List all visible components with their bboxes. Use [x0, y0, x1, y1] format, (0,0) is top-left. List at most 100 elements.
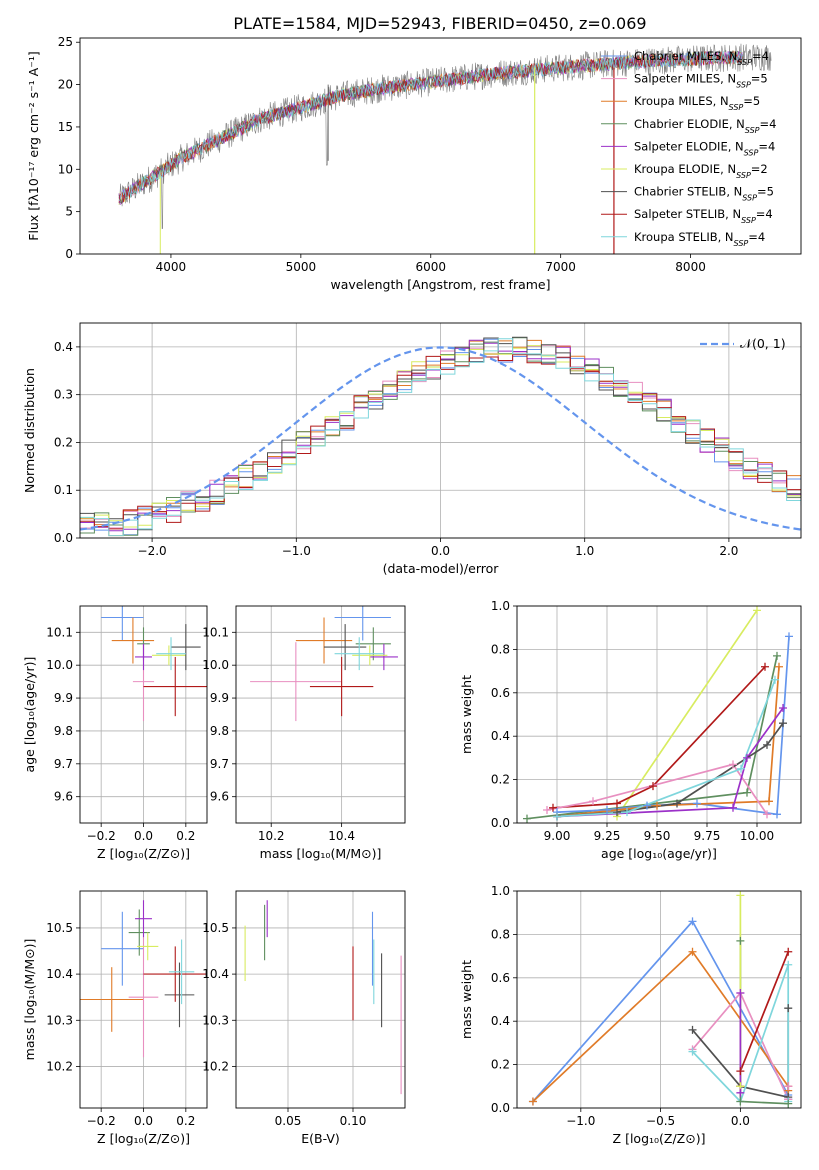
- series-marker-blue: [688, 917, 697, 926]
- series-marker-orange: [775, 662, 783, 671]
- series-marker-orange: [528, 1097, 537, 1106]
- histogram-pink: [80, 344, 801, 529]
- axes-frame: [79, 890, 208, 1109]
- y-tick-label: 0.0: [491, 816, 510, 830]
- series-marker-yellow: [736, 891, 745, 900]
- series-marker-cyan: [688, 1047, 697, 1056]
- panel-weight-vs-Z: −1.0 −0.5 0.0 0.0 0.2 0.4 0.6 0.8 1.0 Z [log₁₀(Z/…: [459, 884, 802, 1146]
- y-tick-label: 0.0: [54, 531, 73, 545]
- x-tick-label: 0.0: [134, 829, 153, 843]
- plot-area: [532, 895, 790, 1105]
- panel-spectrum: 4000 5000 6000 7000 8000 0 5 10 15 20 25 wavelength…: [26, 35, 802, 292]
- y-tick-label: 0.1: [54, 483, 73, 497]
- series-line-red: [739, 951, 789, 1087]
- series-marker-purple: [736, 988, 745, 997]
- y-tick-label: 0: [65, 247, 73, 261]
- series-marker-cyan: [771, 675, 779, 684]
- series-marker-dark: [673, 799, 681, 808]
- x-tick-label: 0.0: [431, 544, 450, 558]
- series-marker-red: [549, 803, 557, 812]
- x-tick-label: 0.10: [340, 1114, 367, 1128]
- series-line-pink: [546, 763, 768, 815]
- x-axis-label: Z [log₁₀(Z/Z⊙)]: [97, 846, 190, 861]
- legend-label: 𝒩(0, 1): [740, 336, 786, 351]
- series-marker-orange: [653, 801, 661, 810]
- series-marker-red: [649, 782, 657, 791]
- series-marker-pink: [784, 1082, 793, 1091]
- panel-weight-vs-age: 9.00 9.25 9.50 9.75 10.00 0.0 0.2 0.4 0.6 0.8 1.0 a…: [459, 599, 802, 861]
- y-tick-label: 9.9: [54, 691, 73, 705]
- y-axis-label: Flux [fλ10⁻¹⁷ erg cm⁻² s⁻¹ A⁻¹]: [26, 51, 41, 240]
- y-tick-label: 0.6: [491, 686, 510, 700]
- x-tick-label: 0.2: [176, 1114, 195, 1128]
- series-marker-orange: [765, 797, 773, 806]
- y-axis-label: age [log₁₀(age/yr)]: [22, 657, 37, 773]
- x-tick-label: 9.50: [644, 829, 671, 843]
- series-marker-blue: [643, 801, 651, 810]
- series-marker-pink: [729, 760, 737, 769]
- legend-label: Chabrier ELODIE, NSSP=4: [634, 117, 776, 135]
- series-marker-pink: [763, 810, 771, 819]
- x-tick-label: −0.2: [87, 1114, 116, 1128]
- x-tick-label: −0.2: [87, 829, 116, 843]
- x-axis-label: wavelength [Angstrom, rest frame]: [330, 277, 550, 292]
- series-marker-dark: [688, 1025, 697, 1034]
- legend-label: Chabrier MILES, NSSP=4: [634, 49, 769, 67]
- y-tick-label: 0.2: [491, 1058, 510, 1072]
- y-tick-label: 0.8: [491, 927, 510, 941]
- series-marker-cyan: [553, 812, 561, 821]
- series-marker-orange: [688, 947, 697, 956]
- legend-label: Salpeter STELIB, NSSP=4: [634, 207, 773, 225]
- legend-label: Chabrier STELIB, NSSP=5: [634, 185, 774, 203]
- x-tick-label: 2.0: [719, 544, 738, 558]
- plot-area: [80, 900, 207, 1058]
- y-tick-label: 10.0: [202, 658, 229, 672]
- x-tick-label: 0.0: [134, 1114, 153, 1128]
- series-marker-yellow: [753, 606, 761, 615]
- y-tick-label: 15: [58, 120, 73, 134]
- series-marker-cyan: [623, 808, 631, 817]
- legend-label: Salpeter ELODIE, NSSP=4: [634, 139, 775, 157]
- legend: Chabrier MILES, NSSP=4 Salpeter MILES, NS…: [601, 49, 776, 247]
- series-marker-purple: [743, 753, 751, 762]
- legend-label: Kroupa MILES, NSSP=5: [634, 94, 760, 112]
- plot-area: [526, 609, 790, 820]
- x-tick-label: 9.00: [544, 829, 571, 843]
- y-tick-label: 0.6: [491, 971, 510, 985]
- y-axis-label: mass weight: [459, 960, 474, 1039]
- series-marker-dark: [613, 808, 621, 817]
- axes-frame: [235, 890, 406, 1109]
- y-tick-label: 5: [65, 205, 73, 219]
- series-marker-blue: [693, 799, 701, 808]
- x-tick-label: −2.0: [138, 544, 167, 558]
- y-tick-label: 20: [58, 78, 73, 92]
- axes-frame: [79, 605, 208, 824]
- legend-label: Salpeter MILES, NSSP=5: [634, 72, 768, 90]
- series-line-purple: [556, 707, 784, 818]
- series-marker-green: [523, 814, 531, 823]
- y-tick-label: 1.0: [491, 884, 510, 898]
- x-tick-label: 10.4: [328, 829, 355, 843]
- histogram-cyan: [80, 338, 801, 537]
- x-axis-label: Z [log₁₀(Z/Z⊙)]: [97, 1131, 190, 1146]
- x-tick-label: 4000: [156, 260, 187, 274]
- y-tick-label: 10.4: [202, 967, 229, 981]
- y-tick-label: 10.5: [202, 921, 229, 935]
- y-tick-label: 9.6: [54, 790, 73, 804]
- y-axis-label: mass weight: [459, 675, 474, 754]
- y-tick-label: 9.8: [210, 724, 229, 738]
- panel-age-vs-mass: 10.2 10.4 9.6 9.7 9.8 9.9 10.0 10.1 mass [log₁₀(…: [202, 605, 406, 861]
- series-line-yellow: [616, 609, 758, 817]
- y-tick-label: 10.4: [46, 967, 73, 981]
- x-tick-label: 1.0: [575, 544, 594, 558]
- series-marker-pink: [589, 797, 597, 806]
- x-axis-label: age [log₁₀(age/yr)]: [601, 846, 717, 861]
- y-tick-label: 10.3: [46, 1013, 73, 1027]
- series-marker-dark: [779, 719, 787, 728]
- series-marker-green: [784, 1099, 793, 1108]
- series-marker-cyan: [737, 764, 745, 773]
- plot-area: [118, 43, 772, 254]
- histogram-blue: [80, 338, 801, 536]
- legend-label: Kroupa ELODIE, NSSP=2: [634, 162, 768, 180]
